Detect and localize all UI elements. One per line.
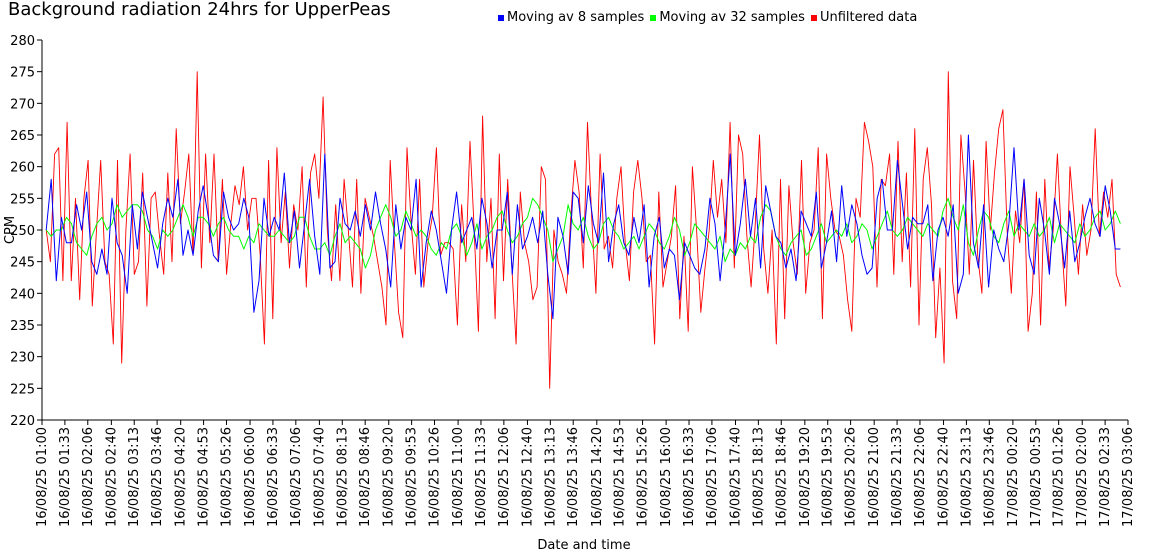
y-tick-label: 270 [10, 97, 35, 112]
x-tick-label: 16/08/25 21:00 [867, 427, 882, 527]
x-tick-label: 17/08/25 00:53 [1029, 427, 1044, 527]
x-tick-label: 16/08/25 04:20 [174, 427, 189, 527]
x-tick-label: 16/08/25 06:00 [243, 427, 258, 527]
x-tick-label: 16/08/25 13:46 [566, 427, 581, 527]
y-tick-label: 260 [10, 161, 35, 176]
x-tick-label: 16/08/25 02:06 [81, 427, 96, 527]
x-tick-label: 16/08/25 19:53 [821, 427, 836, 527]
legend-item-ma8: Moving av 8 samples [498, 10, 644, 25]
x-tick-label: 16/08/25 02:40 [104, 427, 119, 527]
legend-swatch-ma32 [650, 14, 657, 21]
x-ticks: 16/08/25 01:00 16/08/25 01:33 16/08/25 02:… [35, 420, 1136, 527]
x-tick-label: 16/08/25 14:53 [613, 427, 628, 527]
x-tick-label: 16/08/25 04:53 [197, 427, 212, 527]
x-tick-label: 16/08/25 11:33 [474, 427, 489, 527]
y-tick-label: 280 [10, 34, 35, 49]
legend-item-ma32: Moving av 32 samples [650, 10, 805, 25]
series-line-moving-av-8 [45, 134, 1121, 320]
x-tick-label: 16/08/25 12:06 [497, 427, 512, 527]
x-tick-label: 16/08/25 16:00 [659, 427, 674, 527]
y-axis-label: CPM [3, 216, 18, 244]
x-tick-label: 16/08/25 17:06 [705, 427, 720, 527]
y-tick-label: 225 [10, 382, 35, 397]
series-line-unfiltered [45, 71, 1121, 389]
x-axis-label: Date and time [537, 538, 630, 553]
legend-swatch-raw [810, 14, 817, 21]
x-tick-label: 16/08/25 05:26 [219, 427, 234, 527]
x-tick-label: 17/08/25 01:26 [1052, 427, 1067, 527]
x-tick-label: 16/08/25 19:20 [798, 427, 813, 527]
y-tick-label: 240 [10, 287, 35, 302]
y-tick-label: 255 [10, 192, 35, 207]
x-tick-label: 17/08/25 02:33 [1098, 427, 1113, 527]
y-tick-label: 265 [10, 129, 35, 144]
x-tick-label: 16/08/25 01:33 [58, 427, 73, 527]
y-tick-label: 245 [10, 256, 35, 271]
x-tick-label: 16/08/25 11:00 [451, 427, 466, 527]
x-tick-label: 16/08/25 09:53 [405, 427, 420, 527]
x-tick-label: 16/08/25 10:26 [428, 427, 443, 527]
y-ticks: 220 225 230 235 240 245 250 255 260 265 270 275 280 [10, 34, 42, 429]
x-tick-label: 17/08/25 00:20 [1006, 427, 1021, 527]
x-tick-label: 16/08/25 07:06 [289, 427, 304, 527]
y-tick-label: 220 [10, 414, 35, 429]
x-tick-label: 16/08/25 12:40 [520, 427, 535, 527]
y-tick-label: 235 [10, 319, 35, 334]
x-tick-label: 16/08/25 23:13 [959, 427, 974, 527]
x-tick-label: 16/08/25 01:00 [35, 427, 50, 527]
x-tick-label: 16/08/25 08:46 [358, 427, 373, 527]
series-line-moving-av-32 [45, 197, 1121, 269]
x-tick-label: 16/08/25 14:20 [590, 427, 605, 527]
x-tick-label: 16/08/25 03:13 [127, 427, 142, 527]
legend-label-ma8: Moving av 8 samples [507, 10, 645, 25]
x-tick-label: 16/08/25 13:13 [543, 427, 558, 527]
x-tick-label: 16/08/25 21:33 [890, 427, 905, 527]
y-tick-label: 275 [10, 66, 35, 81]
chart-title: Background radiation 24hrs for UpperPeas [8, 0, 391, 20]
series-layer [45, 71, 1121, 389]
x-tick-label: 16/08/25 07:40 [312, 427, 327, 527]
x-tick-label: 16/08/25 22:06 [913, 427, 928, 527]
x-tick-label: 16/08/25 09:20 [382, 427, 397, 527]
legend-label-ma32: Moving av 32 samples [659, 10, 805, 25]
x-tick-label: 16/08/25 17:40 [728, 427, 743, 527]
x-tick-label: 16/08/25 18:13 [751, 427, 766, 527]
y-tick-label: 250 [10, 224, 35, 239]
x-tick-label: 16/08/25 22:40 [937, 427, 952, 527]
x-tick-label: 16/08/25 08:13 [335, 427, 350, 527]
y-tick-label: 230 [10, 351, 35, 366]
legend-item-raw: Unfiltered data [810, 10, 918, 25]
x-tick-label: 16/08/25 15:26 [636, 427, 651, 527]
x-tick-label: 17/08/25 03:06 [1121, 427, 1136, 527]
x-tick-label: 16/08/25 03:46 [150, 427, 165, 527]
x-tick-label: 17/08/25 02:00 [1075, 427, 1090, 527]
legend-swatch-ma8 [498, 14, 504, 21]
x-tick-label: 16/08/25 06:33 [266, 427, 281, 527]
x-tick-label: 16/08/25 23:46 [982, 427, 997, 527]
legend-label-raw: Unfiltered data [819, 10, 918, 25]
legend: Moving av 8 samples Moving av 32 samples… [498, 10, 917, 25]
x-tick-label: 16/08/25 20:26 [844, 427, 859, 527]
x-tick-label: 16/08/25 18:46 [774, 427, 789, 527]
x-tick-label: 16/08/25 16:33 [682, 427, 697, 527]
